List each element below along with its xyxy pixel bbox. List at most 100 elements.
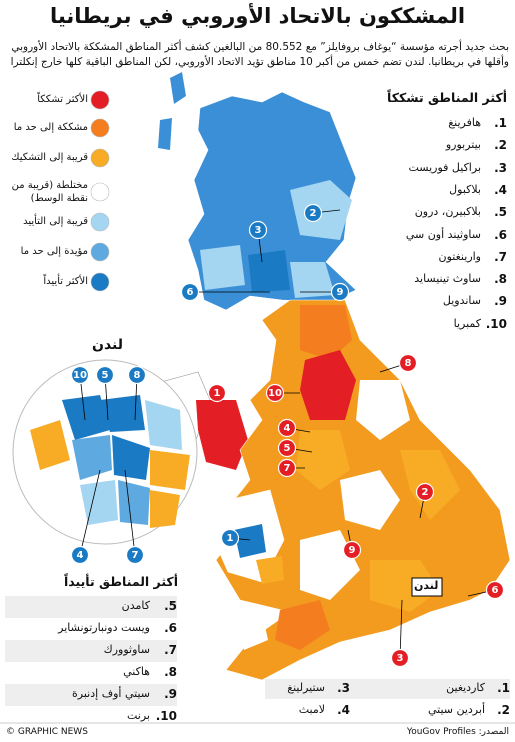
rank: 6. xyxy=(494,227,507,242)
marker xyxy=(207,383,227,403)
marker xyxy=(220,528,240,548)
intro: بحث جديد أجرته مؤسسة “يوغاف بروفايلز” مع… xyxy=(10,41,509,68)
marker xyxy=(330,282,350,302)
region-name: ستيرلينغ xyxy=(287,681,325,694)
source: المصدر: YouGov Profiles xyxy=(406,727,509,737)
credit: © GRAPHIC NEWS xyxy=(6,727,88,737)
rank: 4. xyxy=(337,703,350,717)
borough xyxy=(118,480,150,525)
region xyxy=(234,524,266,558)
marker-label: 5 xyxy=(284,443,291,454)
marker xyxy=(277,438,297,458)
marker xyxy=(180,282,200,302)
region xyxy=(275,600,330,650)
legend-label: الأكثر تأييداً xyxy=(43,276,88,287)
marker-label: 2 xyxy=(310,208,317,219)
marker xyxy=(125,545,145,565)
rank: 9. xyxy=(164,687,177,701)
rank: 2. xyxy=(494,138,507,153)
region-name: أبردين سيتي xyxy=(427,703,485,716)
legend-swatch xyxy=(90,90,110,110)
region xyxy=(290,262,335,298)
region xyxy=(256,556,284,584)
legend-label: مختلطة (قريبة من نقطة الوسط) xyxy=(11,180,88,204)
row-bg xyxy=(5,596,177,618)
borough xyxy=(112,435,150,480)
rank: 2. xyxy=(497,703,510,717)
marker-label: 7 xyxy=(132,550,139,561)
rank: 7. xyxy=(494,249,507,264)
marker xyxy=(277,418,297,438)
region-name: سيتي أوف إدنبرة xyxy=(72,687,150,700)
marker xyxy=(95,365,115,385)
london-box-label: لندن xyxy=(414,579,439,592)
region-name: بلاكبول xyxy=(449,182,481,196)
legend-label: قريبة إلى التشكيك xyxy=(11,152,88,163)
leader-line xyxy=(79,469,101,556)
rank: 7. xyxy=(164,643,177,657)
island xyxy=(170,72,186,104)
rank: 3. xyxy=(337,681,350,695)
marker-label: 8 xyxy=(134,370,141,381)
title: المشككون بالاتحاد الأوروبي في بريطانيا xyxy=(49,4,466,28)
leader-line xyxy=(124,469,136,556)
borough xyxy=(30,420,70,470)
region-name: بيتربورو xyxy=(445,138,481,152)
marker-label: 6 xyxy=(492,585,499,596)
marker-label: 10 xyxy=(268,388,282,399)
borough xyxy=(150,490,180,528)
region-name: ساوث تينيسايد xyxy=(414,272,481,286)
rank: 1. xyxy=(494,116,507,130)
marker-label: 4 xyxy=(77,550,84,561)
legend-label: قريبة إلى التأييد xyxy=(23,216,88,227)
marker xyxy=(485,580,505,600)
region-name: ساندويل xyxy=(442,294,481,308)
marker xyxy=(415,482,435,502)
rank: 8. xyxy=(494,272,507,287)
marker xyxy=(303,203,323,223)
marker-label: 2 xyxy=(422,487,429,498)
rank: 6. xyxy=(164,621,177,635)
marker-label: 5 xyxy=(102,370,109,381)
region-name: ساوثوورك xyxy=(103,643,150,656)
legend-swatch xyxy=(90,118,110,138)
row-bg xyxy=(5,640,177,662)
marker-label: 8 xyxy=(405,358,412,369)
row-bg xyxy=(265,679,510,699)
region-name: برنت xyxy=(127,709,150,722)
region-name: كارديغين xyxy=(446,681,485,694)
rank: 5. xyxy=(494,205,507,220)
rank: 5. xyxy=(164,599,177,613)
region xyxy=(200,245,245,290)
borough xyxy=(150,450,190,490)
leader-line xyxy=(399,599,403,659)
region xyxy=(196,400,248,470)
marker-label: 1 xyxy=(227,533,234,544)
legend-swatch xyxy=(90,182,110,202)
region xyxy=(248,250,290,292)
marker xyxy=(70,365,90,385)
region-name: وارينغتون xyxy=(438,249,481,263)
rank: 4. xyxy=(494,182,507,197)
rank: 3. xyxy=(494,160,507,175)
legend-swatches xyxy=(90,90,110,292)
marker-label: 10 xyxy=(73,370,87,381)
row-bg xyxy=(5,684,177,706)
legend-swatch xyxy=(90,272,110,292)
region xyxy=(340,470,400,530)
borough xyxy=(100,395,145,432)
marker-label: 9 xyxy=(337,287,344,298)
marker-label: 4 xyxy=(284,423,291,434)
legend-swatch xyxy=(90,212,110,232)
rank: 1. xyxy=(497,681,510,695)
rank: 10. xyxy=(485,316,507,331)
region xyxy=(370,560,440,612)
marker xyxy=(277,458,297,478)
marker-label: 6 xyxy=(187,287,194,298)
region-name: ويست دونبارتونشاير xyxy=(58,621,150,634)
rank: 8. xyxy=(164,665,177,679)
region-name: هاكني xyxy=(123,665,150,678)
region-name: بلاكبيرن، درون xyxy=(414,205,481,219)
